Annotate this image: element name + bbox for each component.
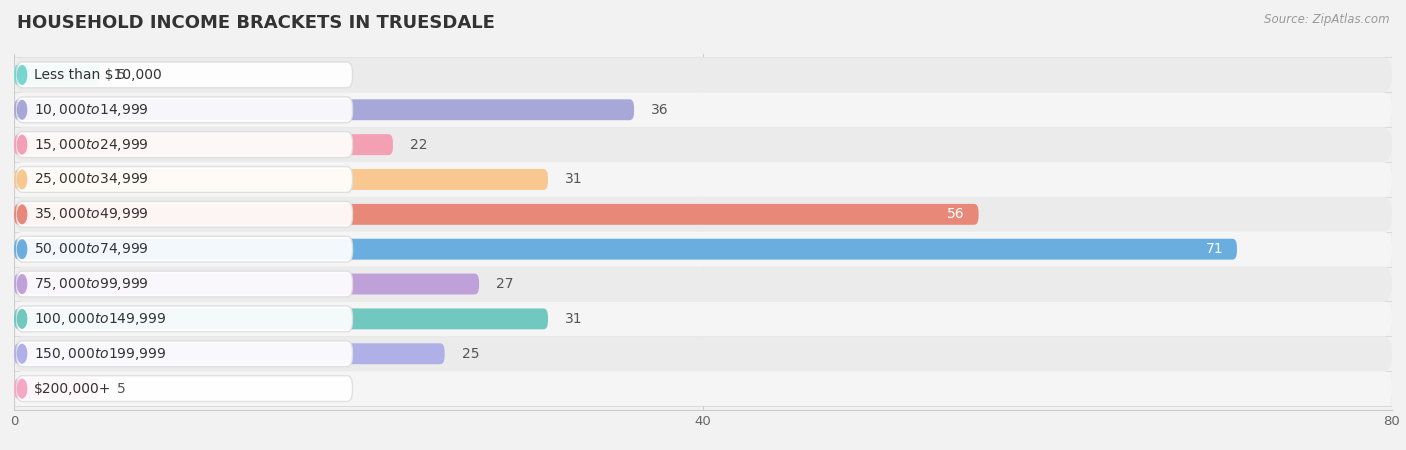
Text: HOUSEHOLD INCOME BRACKETS IN TRUESDALE: HOUSEHOLD INCOME BRACKETS IN TRUESDALE: [17, 14, 495, 32]
FancyBboxPatch shape: [14, 99, 634, 120]
FancyBboxPatch shape: [14, 204, 979, 225]
Circle shape: [17, 344, 27, 363]
FancyBboxPatch shape: [17, 97, 353, 123]
Circle shape: [17, 275, 27, 293]
Circle shape: [17, 240, 27, 258]
Text: $25,000 to $34,999: $25,000 to $34,999: [34, 171, 149, 188]
FancyBboxPatch shape: [14, 134, 394, 155]
Text: 5: 5: [118, 68, 127, 82]
FancyBboxPatch shape: [17, 341, 353, 367]
Text: 25: 25: [463, 347, 479, 361]
Circle shape: [17, 135, 27, 154]
Text: 22: 22: [411, 138, 427, 152]
FancyBboxPatch shape: [14, 371, 1392, 406]
FancyBboxPatch shape: [17, 306, 353, 332]
FancyBboxPatch shape: [14, 238, 1237, 260]
Text: 36: 36: [651, 103, 669, 117]
Circle shape: [17, 170, 27, 189]
FancyBboxPatch shape: [14, 169, 548, 190]
Text: Source: ZipAtlas.com: Source: ZipAtlas.com: [1264, 14, 1389, 27]
Text: 27: 27: [496, 277, 513, 291]
Text: 5: 5: [118, 382, 127, 396]
Text: $75,000 to $99,999: $75,000 to $99,999: [34, 276, 149, 292]
FancyBboxPatch shape: [17, 376, 353, 401]
Text: 56: 56: [948, 207, 965, 221]
FancyBboxPatch shape: [14, 378, 100, 399]
Text: $35,000 to $49,999: $35,000 to $49,999: [34, 206, 149, 222]
FancyBboxPatch shape: [17, 166, 353, 192]
FancyBboxPatch shape: [14, 343, 444, 364]
Text: $50,000 to $74,999: $50,000 to $74,999: [34, 241, 149, 257]
Circle shape: [17, 310, 27, 328]
Text: Less than $10,000: Less than $10,000: [34, 68, 162, 82]
FancyBboxPatch shape: [14, 64, 100, 86]
FancyBboxPatch shape: [14, 197, 1392, 232]
FancyBboxPatch shape: [14, 266, 1392, 302]
Text: 31: 31: [565, 312, 583, 326]
FancyBboxPatch shape: [17, 132, 353, 158]
Text: 71: 71: [1205, 242, 1223, 256]
Text: $15,000 to $24,999: $15,000 to $24,999: [34, 137, 149, 153]
FancyBboxPatch shape: [17, 62, 353, 88]
FancyBboxPatch shape: [17, 271, 353, 297]
Text: $150,000 to $199,999: $150,000 to $199,999: [34, 346, 167, 362]
Circle shape: [17, 100, 27, 119]
FancyBboxPatch shape: [17, 202, 353, 227]
Text: $10,000 to $14,999: $10,000 to $14,999: [34, 102, 149, 118]
FancyBboxPatch shape: [14, 92, 1392, 127]
Text: $200,000+: $200,000+: [34, 382, 111, 396]
FancyBboxPatch shape: [14, 274, 479, 294]
FancyBboxPatch shape: [14, 127, 1392, 162]
FancyBboxPatch shape: [14, 232, 1392, 266]
FancyBboxPatch shape: [14, 308, 548, 329]
FancyBboxPatch shape: [14, 162, 1392, 197]
FancyBboxPatch shape: [14, 58, 1392, 92]
Text: $100,000 to $149,999: $100,000 to $149,999: [34, 311, 167, 327]
Circle shape: [17, 66, 27, 84]
Circle shape: [17, 205, 27, 224]
FancyBboxPatch shape: [14, 302, 1392, 336]
FancyBboxPatch shape: [14, 336, 1392, 371]
Circle shape: [17, 379, 27, 398]
Text: 31: 31: [565, 172, 583, 186]
FancyBboxPatch shape: [17, 236, 353, 262]
